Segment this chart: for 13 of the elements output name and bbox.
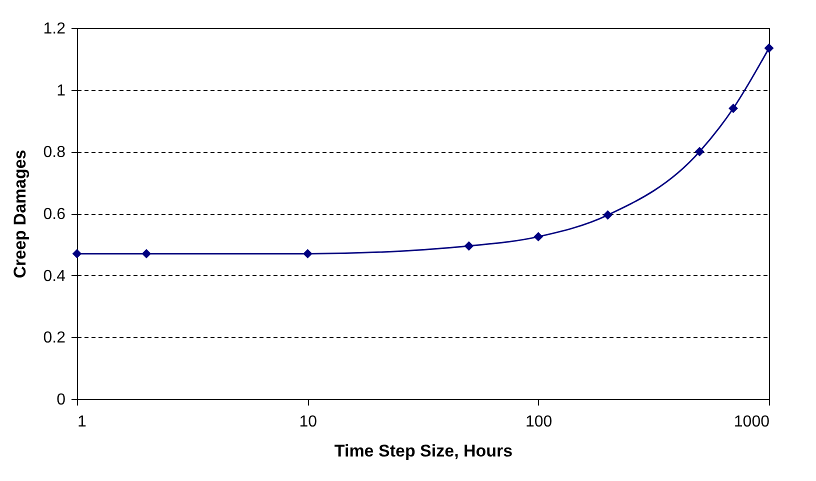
- x-axis-title: Time Step Size, Hours: [334, 442, 513, 460]
- y-tick-label: 1.2: [43, 20, 66, 38]
- y-tick-label: 0.8: [43, 144, 66, 162]
- y-tick-label: 0.6: [43, 206, 66, 223]
- x-tick-label: 1: [78, 414, 86, 430]
- y-axis-title: Creep Damages: [10, 150, 30, 278]
- x-tick-label: 1000: [734, 414, 770, 430]
- x-tick-label: 10: [299, 414, 318, 430]
- y-tick-label: 0.4: [43, 268, 66, 285]
- y-tick-label: 0.2: [43, 330, 66, 347]
- y-tick-label: 0: [56, 392, 66, 408]
- x-tick-label: 100: [525, 414, 552, 430]
- y-tick-label: 1: [56, 82, 66, 100]
